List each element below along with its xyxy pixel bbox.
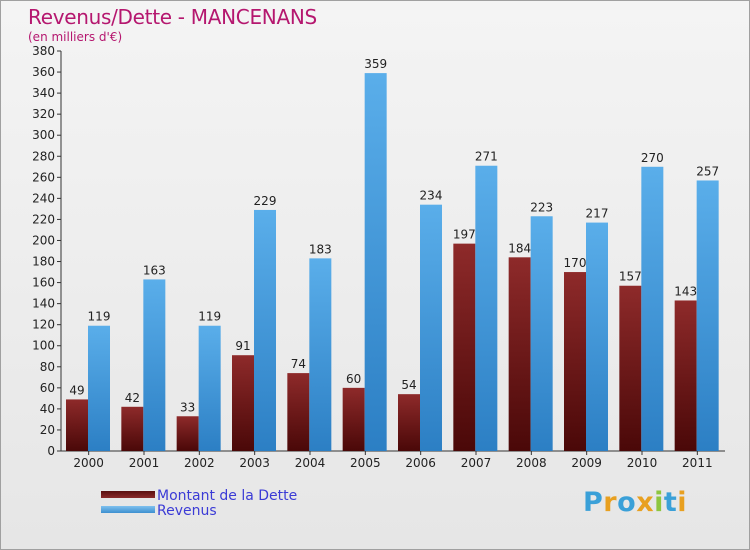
bar-debt — [342, 387, 365, 451]
bar-debt — [176, 416, 199, 451]
x-tick-label: 2005 — [350, 456, 381, 470]
value-label-debt: 33 — [180, 400, 195, 414]
value-label-revenue: 234 — [420, 189, 443, 203]
value-label-debt: 91 — [235, 339, 250, 353]
y-tick-label: 200 — [32, 233, 55, 247]
logo-letter: P — [583, 487, 604, 518]
y-tick-label: 120 — [32, 318, 55, 332]
x-tick-label: 2000 — [73, 456, 104, 470]
bar-revenue — [696, 180, 719, 451]
y-tick-label: 340 — [32, 86, 55, 100]
value-label-debt: 54 — [401, 378, 416, 392]
x-tick-label: 2011 — [682, 456, 713, 470]
x-tick-label: 2007 — [461, 456, 492, 470]
value-label-debt: 49 — [69, 383, 84, 397]
bar-revenue — [143, 279, 166, 451]
value-label-revenue: 270 — [641, 151, 664, 165]
value-label-revenue: 119 — [88, 310, 111, 324]
y-tick-label: 280 — [32, 149, 55, 163]
x-tick-label: 2009 — [571, 456, 602, 470]
bars — [66, 73, 719, 452]
value-labels: 49 119 42 163 33 119 91 229 74 183 60 359 54 234 197 27… — [69, 57, 719, 414]
value-label-debt: 60 — [346, 372, 361, 386]
logo-letter: r — [603, 487, 618, 518]
chart-subtitle: (en milliers d'€) — [28, 30, 123, 44]
bar-revenue — [309, 258, 332, 451]
value-label-revenue: 257 — [696, 164, 719, 178]
bar-revenue — [641, 166, 664, 451]
bar-debt — [398, 394, 420, 451]
value-label-revenue: 119 — [198, 310, 221, 324]
y-tick-label: 300 — [32, 128, 55, 142]
logo-letter: o — [617, 487, 637, 518]
x-tick-label: 2004 — [295, 456, 326, 470]
value-label-debt: 157 — [619, 270, 642, 284]
x-tick-label: 2006 — [405, 456, 436, 470]
y-tick-label: 100 — [32, 339, 55, 353]
value-label-revenue: 229 — [254, 194, 277, 208]
proxiti-logo[interactable]: Proxiti — [583, 487, 687, 518]
legend-label-revenue: Revenus — [157, 503, 217, 519]
legend-swatch-revenue — [101, 506, 155, 513]
bar-revenue — [254, 209, 276, 451]
x-tick-label: 2002 — [184, 456, 215, 470]
bar-revenue — [88, 325, 110, 451]
y-tick-label: 260 — [32, 170, 55, 184]
value-label-debt: 170 — [564, 256, 587, 270]
bar-debt — [232, 355, 254, 451]
value-label-debt: 143 — [674, 284, 697, 298]
y-tick-label: 180 — [32, 255, 55, 269]
y-tick-label: 380 — [32, 44, 55, 58]
value-label-revenue: 223 — [530, 200, 553, 214]
value-label-revenue: 183 — [309, 242, 332, 256]
value-label-debt: 184 — [508, 241, 531, 255]
bar-debt — [287, 373, 310, 451]
bar-revenue — [586, 222, 608, 451]
y-tick-label: 360 — [32, 65, 55, 79]
value-label-revenue: 271 — [475, 150, 498, 164]
bar-revenue — [530, 216, 553, 451]
y-tick-label: 40 — [40, 402, 55, 416]
value-label-revenue: 163 — [143, 263, 166, 277]
x-tick-label: 2008 — [516, 456, 547, 470]
y-tick-label: 0 — [47, 444, 55, 458]
chart-title: Revenus/Dette - MANCENANS — [28, 5, 317, 29]
y-tick-label: 20 — [40, 423, 55, 437]
bar-debt — [453, 243, 476, 451]
y-tick-label: 160 — [32, 276, 55, 290]
bar-debt — [619, 285, 642, 451]
x-tick-label: 2003 — [239, 456, 270, 470]
value-label-debt: 42 — [125, 391, 140, 405]
logo-letter: x — [636, 487, 655, 518]
bar-revenue — [364, 73, 387, 452]
bar-revenue — [420, 204, 442, 451]
value-label-debt: 197 — [453, 228, 476, 242]
bar-revenue — [198, 325, 221, 451]
bar-revenue — [475, 165, 498, 451]
x-tick-label: 2001 — [129, 456, 160, 470]
y-tick-label: 60 — [40, 381, 55, 395]
bar-debt — [508, 257, 531, 451]
bar-debt — [121, 406, 144, 451]
y-tick-label: 80 — [40, 360, 55, 374]
value-label-debt: 74 — [291, 357, 306, 371]
y-tick-label: 220 — [32, 212, 55, 226]
axes: 0 20 40 60 80 100 120 140 160 180 200 220 240 260 280 3… — [32, 44, 725, 470]
legend-swatch-debt — [101, 491, 155, 498]
y-tick-label: 140 — [32, 297, 55, 311]
logo-letter: i — [677, 487, 688, 518]
bar-debt — [564, 272, 586, 451]
value-label-revenue: 217 — [586, 207, 609, 221]
logo-letter: i — [654, 487, 664, 518]
y-tick-label: 320 — [32, 107, 55, 121]
bar-debt — [674, 300, 697, 451]
bar-debt — [66, 399, 88, 451]
logo-letter: t — [663, 487, 678, 518]
y-tick-label: 240 — [32, 191, 55, 205]
x-tick-label: 2010 — [627, 456, 658, 470]
legend-label-debt: Montant de la Dette — [157, 488, 298, 504]
value-label-revenue: 359 — [364, 57, 387, 71]
